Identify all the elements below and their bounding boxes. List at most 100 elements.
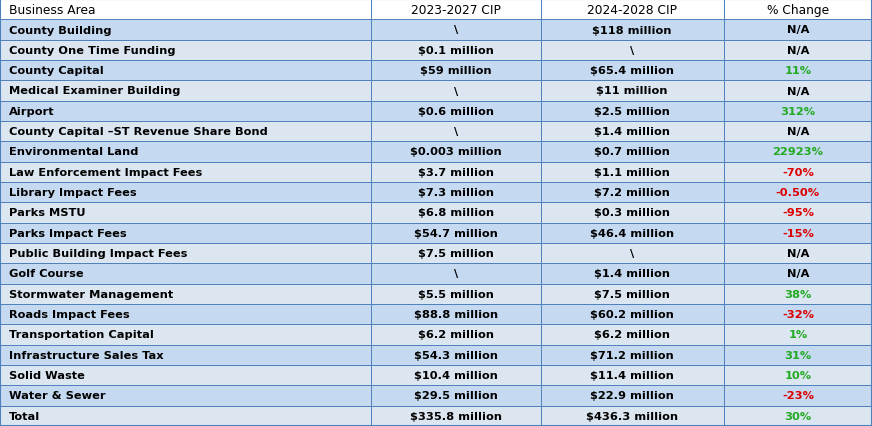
Text: N/A: N/A <box>787 86 809 96</box>
Text: $54.7 million: $54.7 million <box>413 228 498 238</box>
Text: Golf Course: Golf Course <box>9 269 84 279</box>
Bar <box>724 40 872 61</box>
Text: $71.2 million: $71.2 million <box>590 350 674 360</box>
Bar <box>371 284 541 304</box>
Bar <box>371 325 541 345</box>
Text: $118 million: $118 million <box>592 26 672 35</box>
Bar <box>0 304 371 325</box>
Bar <box>541 162 724 183</box>
Text: % Change: % Change <box>766 4 829 17</box>
Bar <box>0 81 371 101</box>
Bar <box>724 203 872 223</box>
Bar <box>541 243 724 264</box>
Text: N/A: N/A <box>787 46 809 56</box>
Text: Library Impact Fees: Library Impact Fees <box>9 188 136 198</box>
Bar <box>371 365 541 386</box>
Bar <box>541 101 724 122</box>
Bar <box>724 223 872 243</box>
Text: Infrastructure Sales Tax: Infrastructure Sales Tax <box>9 350 163 360</box>
Bar <box>0 223 371 243</box>
Bar <box>724 386 872 406</box>
Text: 38%: 38% <box>784 289 812 299</box>
Text: $65.4 million: $65.4 million <box>590 66 674 76</box>
Text: Parks MSTU: Parks MSTU <box>9 208 85 218</box>
Bar <box>371 40 541 61</box>
Bar <box>371 122 541 142</box>
Bar <box>541 365 724 386</box>
Bar <box>724 406 872 426</box>
Text: 312%: 312% <box>780 106 815 117</box>
Text: $7.3 million: $7.3 million <box>418 188 494 198</box>
Text: 22923%: 22923% <box>773 147 823 157</box>
Text: $59 million: $59 million <box>419 66 492 76</box>
Bar <box>371 61 541 81</box>
Bar <box>0 142 371 162</box>
Bar <box>541 406 724 426</box>
Bar <box>0 264 371 284</box>
Bar <box>724 61 872 81</box>
Bar <box>0 20 371 40</box>
Bar <box>541 203 724 223</box>
Text: $0.7 million: $0.7 million <box>594 147 671 157</box>
Bar <box>541 20 724 40</box>
Bar <box>724 0 872 20</box>
Bar <box>0 122 371 142</box>
Text: N/A: N/A <box>787 127 809 137</box>
Bar <box>371 101 541 122</box>
Bar <box>0 345 371 365</box>
Bar <box>541 142 724 162</box>
Bar <box>541 61 724 81</box>
Text: $11 million: $11 million <box>596 86 668 96</box>
Text: Airport: Airport <box>9 106 54 117</box>
Text: $29.5 million: $29.5 million <box>413 391 498 400</box>
Text: -95%: -95% <box>782 208 814 218</box>
Bar <box>541 81 724 101</box>
Bar <box>724 101 872 122</box>
Bar <box>724 122 872 142</box>
Text: Environmental Land: Environmental Land <box>9 147 138 157</box>
Bar <box>0 203 371 223</box>
Bar <box>724 142 872 162</box>
Bar <box>0 0 371 20</box>
Text: $436.3 million: $436.3 million <box>586 411 678 421</box>
Text: 11%: 11% <box>784 66 812 76</box>
Text: Stormwater Management: Stormwater Management <box>9 289 173 299</box>
Text: \: \ <box>630 249 634 259</box>
Text: $60.2 million: $60.2 million <box>590 309 674 320</box>
Bar <box>724 365 872 386</box>
Text: $5.5 million: $5.5 million <box>418 289 494 299</box>
Bar <box>541 0 724 20</box>
Bar <box>724 264 872 284</box>
Bar <box>371 264 541 284</box>
Bar <box>0 386 371 406</box>
Text: Solid Waste: Solid Waste <box>9 370 85 380</box>
Text: $6.2 million: $6.2 million <box>418 330 494 340</box>
Bar <box>0 284 371 304</box>
Text: N/A: N/A <box>787 269 809 279</box>
Text: County Capital: County Capital <box>9 66 104 76</box>
Bar <box>541 264 724 284</box>
Bar <box>371 243 541 264</box>
Bar <box>724 325 872 345</box>
Text: $7.2 million: $7.2 million <box>594 188 671 198</box>
Text: $22.9 million: $22.9 million <box>590 391 674 400</box>
Bar <box>541 304 724 325</box>
Bar <box>724 284 872 304</box>
Text: N/A: N/A <box>787 249 809 259</box>
Text: \: \ <box>453 86 458 96</box>
Bar <box>0 40 371 61</box>
Text: 2024-2028 CIP: 2024-2028 CIP <box>587 4 678 17</box>
Text: $7.5 million: $7.5 million <box>594 289 671 299</box>
Text: $10.4 million: $10.4 million <box>413 370 498 380</box>
Bar <box>724 243 872 264</box>
Text: $6.2 million: $6.2 million <box>594 330 671 340</box>
Bar <box>724 162 872 183</box>
Bar <box>724 81 872 101</box>
Bar <box>541 40 724 61</box>
Text: Roads Impact Fees: Roads Impact Fees <box>9 309 129 320</box>
Text: -70%: -70% <box>782 167 814 177</box>
Bar <box>541 223 724 243</box>
Text: 1%: 1% <box>788 330 807 340</box>
Text: 30%: 30% <box>784 411 812 421</box>
Text: $46.4 million: $46.4 million <box>590 228 674 238</box>
